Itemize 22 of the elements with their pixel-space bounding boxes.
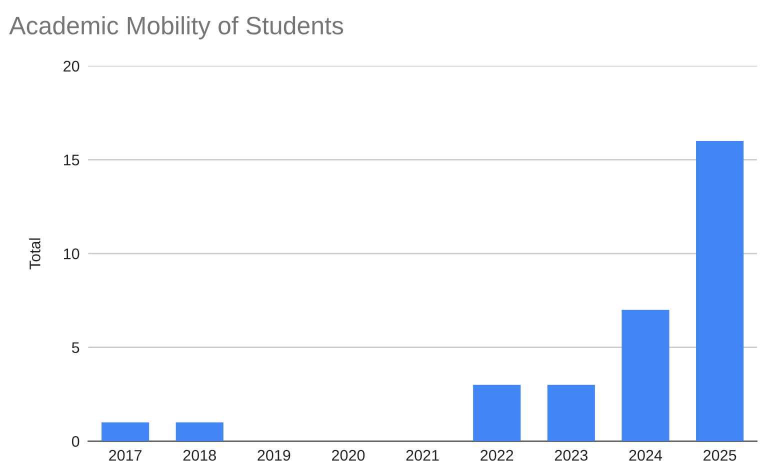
x-tick-label: 2018	[183, 450, 216, 461]
chart-title: Academic Mobility of Students	[9, 16, 344, 40]
bar	[622, 310, 670, 442]
x-tick-label: 2025	[704, 450, 736, 461]
x-tick-label: 2019	[258, 450, 290, 461]
x-tick-label: 2017	[109, 450, 142, 461]
y-axis-title: Total	[29, 238, 40, 270]
bar	[102, 422, 150, 442]
y-tick-label: 5	[72, 342, 80, 354]
x-tick-label: 2023	[554, 450, 588, 461]
y-tick-label: 15	[64, 154, 80, 166]
bar	[176, 422, 224, 442]
x-tick-label: 2021	[406, 450, 439, 461]
x-tick-label: 2024	[629, 450, 662, 461]
y-tick-label: 0	[72, 436, 80, 447]
y-tick-label: 10	[64, 248, 80, 260]
bar	[473, 384, 521, 442]
y-tick-label: 20	[64, 60, 80, 72]
x-tick-label: 2022	[480, 450, 514, 461]
bar	[547, 384, 595, 442]
x-tick-label: 2020	[332, 450, 365, 461]
bar	[696, 140, 744, 442]
